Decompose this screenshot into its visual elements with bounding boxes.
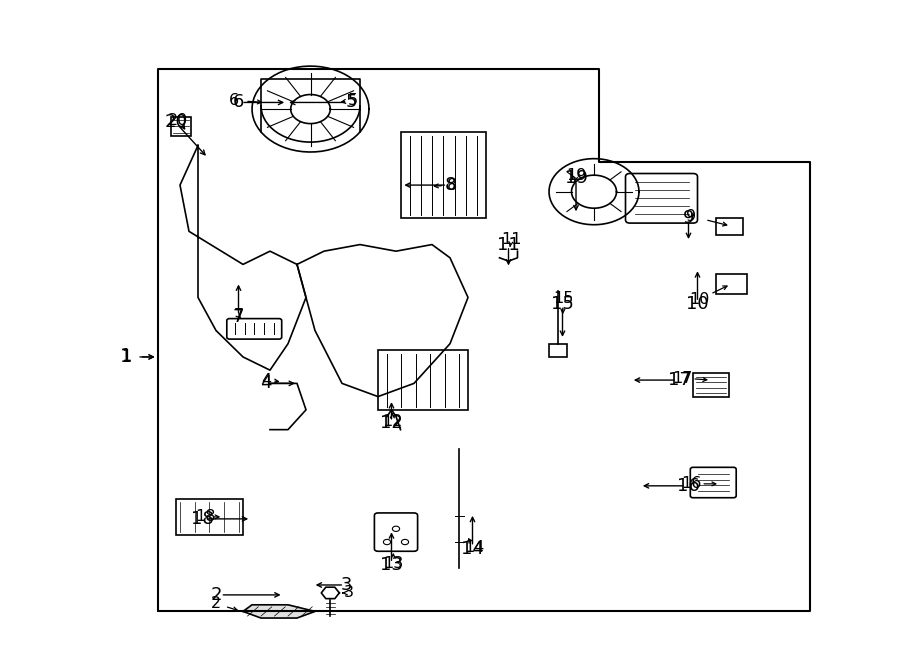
Text: 3: 3 [341, 576, 352, 594]
Text: 9: 9 [686, 209, 697, 223]
Text: 11: 11 [501, 233, 521, 247]
Text: 14: 14 [464, 540, 484, 555]
Text: 7: 7 [233, 309, 244, 323]
Bar [171, 117, 191, 136]
Text: 17: 17 [672, 371, 692, 385]
Bar [400, 132, 486, 218]
Text: 19: 19 [566, 168, 586, 182]
Text: 2: 2 [211, 586, 221, 604]
Text: 11: 11 [497, 235, 520, 254]
Text: 5: 5 [347, 93, 358, 108]
Text: 6: 6 [229, 93, 239, 108]
Text: 17: 17 [668, 371, 691, 389]
Bar [693, 373, 729, 397]
Bar [716, 218, 742, 235]
Text: 18: 18 [195, 510, 215, 524]
Text: 12: 12 [380, 414, 403, 432]
Text: 10: 10 [689, 292, 709, 307]
Text: 2: 2 [211, 596, 221, 611]
Text: 4: 4 [260, 374, 271, 393]
Text: 1: 1 [120, 348, 132, 366]
Text: 5: 5 [346, 93, 356, 112]
Bar [378, 350, 468, 410]
Bar [549, 344, 567, 357]
Text: 18: 18 [191, 510, 214, 528]
Text: 15: 15 [554, 292, 573, 306]
Text: 14: 14 [461, 539, 484, 558]
Text: 13: 13 [380, 556, 403, 574]
Text: 15: 15 [551, 295, 574, 313]
Text: 16: 16 [677, 477, 700, 495]
Text: 12: 12 [382, 414, 402, 428]
Text: 8: 8 [446, 178, 457, 192]
Polygon shape [243, 605, 315, 618]
Bar [176, 499, 243, 535]
Bar [716, 274, 747, 294]
Text: 8: 8 [445, 176, 455, 194]
Text: 20: 20 [164, 113, 187, 132]
Text: 19: 19 [564, 169, 588, 188]
Text: 13: 13 [383, 556, 403, 570]
Text: 1: 1 [121, 350, 131, 364]
Text: 7: 7 [233, 308, 244, 327]
Text: 20: 20 [168, 113, 188, 128]
Text: 16: 16 [681, 477, 701, 491]
Text: 3: 3 [344, 586, 355, 600]
Text: 10: 10 [686, 295, 709, 313]
Text: 6: 6 [233, 93, 244, 112]
Text: 4: 4 [261, 373, 272, 387]
Text: 9: 9 [683, 209, 694, 227]
